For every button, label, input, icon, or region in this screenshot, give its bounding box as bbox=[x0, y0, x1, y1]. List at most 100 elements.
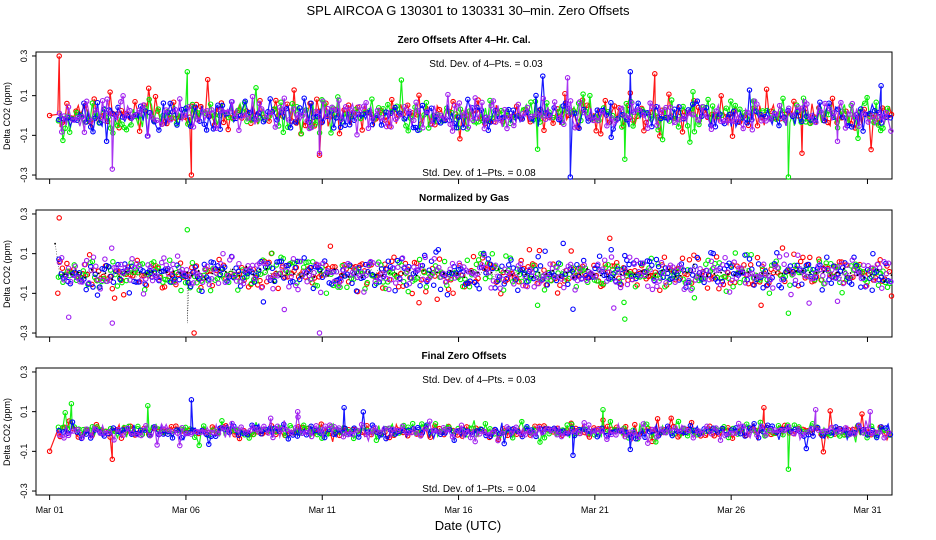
data-point bbox=[401, 116, 407, 122]
data-point bbox=[552, 269, 554, 272]
std-dev-4pt-annotation: Std. Dev. of 4–Pts. = 0.03 bbox=[429, 59, 543, 70]
data-point bbox=[819, 287, 825, 293]
data-point bbox=[622, 267, 628, 273]
data-point bbox=[840, 280, 846, 287]
data-point bbox=[554, 290, 561, 296]
data-point bbox=[558, 433, 565, 440]
data-point bbox=[155, 264, 162, 270]
data-point bbox=[453, 124, 460, 131]
data-point bbox=[592, 274, 599, 280]
data-point bbox=[406, 108, 413, 115]
data-point bbox=[132, 98, 138, 105]
data-point bbox=[785, 466, 792, 472]
data-point bbox=[587, 92, 593, 99]
data-point bbox=[215, 430, 222, 437]
data-point bbox=[829, 267, 835, 273]
data-point bbox=[161, 255, 167, 261]
data-point bbox=[288, 273, 294, 280]
data-point bbox=[508, 269, 515, 275]
data-point bbox=[410, 124, 417, 131]
data-point bbox=[154, 117, 160, 124]
data-point bbox=[713, 272, 716, 275]
data-point bbox=[851, 431, 858, 437]
data-point bbox=[293, 120, 300, 126]
data-point bbox=[880, 268, 886, 274]
data-point bbox=[308, 124, 315, 131]
data-point bbox=[344, 271, 351, 277]
data-point bbox=[576, 430, 583, 437]
data-point bbox=[658, 259, 665, 266]
data-point bbox=[550, 120, 556, 126]
data-point bbox=[487, 119, 494, 125]
data-point bbox=[206, 281, 213, 288]
data-point bbox=[118, 275, 120, 277]
data-point bbox=[705, 257, 711, 264]
data-point bbox=[406, 280, 413, 287]
data-point bbox=[450, 290, 456, 296]
data-point bbox=[109, 166, 116, 172]
data-point bbox=[173, 269, 180, 276]
data-point bbox=[608, 134, 614, 141]
data-point bbox=[573, 283, 580, 290]
data-point bbox=[704, 423, 710, 430]
data-point bbox=[776, 254, 783, 260]
data-point bbox=[518, 257, 524, 264]
data-point bbox=[715, 267, 722, 273]
data-point bbox=[640, 270, 643, 272]
data-point bbox=[872, 277, 878, 284]
data-point bbox=[640, 421, 647, 427]
data-point bbox=[672, 119, 678, 126]
data-point bbox=[795, 426, 801, 432]
data-point bbox=[854, 270, 860, 277]
data-point bbox=[654, 274, 657, 277]
data-point bbox=[533, 92, 539, 99]
data-point bbox=[169, 435, 176, 441]
data-point bbox=[290, 256, 297, 262]
data-point bbox=[669, 275, 676, 281]
data-point bbox=[508, 430, 515, 436]
data-point bbox=[136, 107, 142, 114]
data-point bbox=[352, 110, 358, 117]
data-point bbox=[574, 261, 580, 268]
data-point bbox=[789, 268, 796, 275]
data-point bbox=[361, 289, 367, 295]
data-point bbox=[487, 261, 494, 268]
data-point bbox=[231, 271, 238, 278]
data-point bbox=[224, 270, 227, 273]
data-point bbox=[436, 106, 443, 113]
data-point bbox=[229, 98, 235, 105]
data-point bbox=[653, 272, 659, 278]
data-point bbox=[567, 98, 574, 104]
data-point bbox=[676, 277, 682, 283]
data-point bbox=[391, 254, 397, 261]
data-point bbox=[873, 268, 880, 274]
data-point bbox=[236, 260, 242, 267]
data-point bbox=[593, 273, 595, 276]
data-point bbox=[579, 275, 585, 281]
data-point bbox=[767, 116, 774, 122]
data-point bbox=[111, 295, 118, 301]
data-point bbox=[780, 95, 786, 102]
data-point bbox=[216, 256, 222, 263]
data-point bbox=[152, 93, 159, 100]
data-point bbox=[637, 260, 644, 266]
data-point bbox=[192, 104, 198, 110]
data-point bbox=[349, 431, 356, 438]
data-point bbox=[558, 276, 565, 282]
data-point bbox=[672, 279, 678, 285]
data-point bbox=[327, 269, 333, 275]
data-point bbox=[564, 75, 571, 81]
data-point bbox=[408, 275, 415, 281]
data-point bbox=[728, 98, 734, 104]
data-point bbox=[848, 263, 854, 269]
data-point bbox=[604, 436, 610, 443]
data-point bbox=[626, 261, 632, 268]
data-point bbox=[347, 107, 353, 113]
data-point bbox=[416, 299, 422, 306]
data-point bbox=[723, 288, 730, 294]
data-point bbox=[731, 118, 737, 124]
data-point bbox=[54, 242, 56, 245]
data-point bbox=[824, 428, 831, 434]
data-point bbox=[354, 427, 360, 433]
